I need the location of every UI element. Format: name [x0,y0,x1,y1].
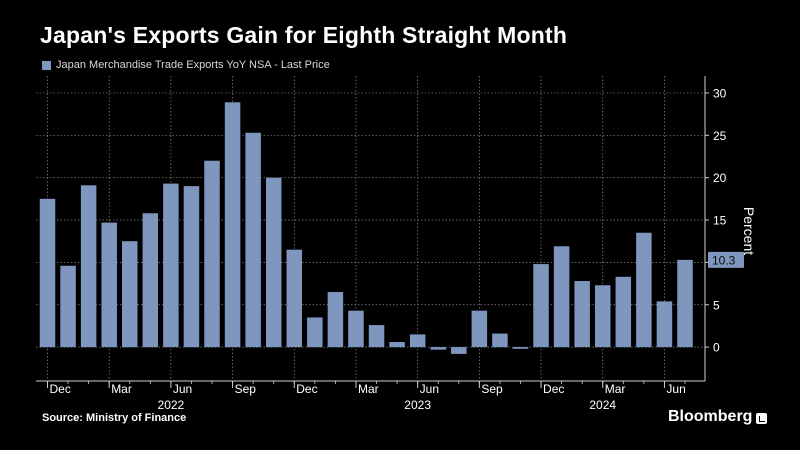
chart-title: Japan's Exports Gain for Eighth Straight… [40,22,568,48]
bar [368,325,385,348]
bar [348,310,364,348]
bar [307,317,323,348]
bar [636,232,652,348]
y-axis-title: Percent [741,207,757,255]
x-tick-label: Jun [173,382,192,396]
bar [142,213,159,348]
bar [224,102,241,348]
bar [204,160,220,348]
x-year-label: 2022 [158,398,185,412]
bar [122,241,138,348]
bar [574,281,590,348]
bar [60,265,76,348]
last-value-badge [708,251,744,268]
source-note: Source: Ministry of Finance [42,412,187,424]
bar [245,132,261,348]
bar [492,333,508,348]
x-year-label: 2023 [404,398,431,412]
bar [286,249,303,348]
x-tick-label: Jun [666,382,685,396]
x-tick-label: Jun [420,382,439,396]
legend-swatch [42,60,51,70]
bloomberg-mark-icon [756,412,768,424]
legend-label: Japan Merchandise Trade Exports YoY NSA … [56,59,330,71]
x-year-label: 2024 [589,398,616,412]
bar [80,185,97,348]
bar [327,292,344,348]
bar [553,246,570,348]
bar [512,347,529,349]
bar [39,198,56,348]
y-tick-label: 30 [713,86,727,100]
bar [656,301,673,348]
y-tick-label: 0 [713,341,720,355]
bar [101,222,117,348]
x-tick-label: Mar [605,382,626,396]
x-tick-label: Mar [111,382,132,396]
bar [471,310,488,348]
last-value-label: 10.3 [712,253,736,267]
bar [451,347,467,354]
x-tick-label: Dec [296,382,317,396]
brand-name: Bloomberg [668,408,753,425]
y-tick-label: 25 [713,129,727,143]
bar [163,183,179,348]
bar [430,347,446,350]
bar [533,264,549,348]
y-tick-label: 20 [713,171,727,185]
bar [615,276,632,348]
y-tick-label: 5 [713,298,720,312]
x-tick-label: Dec [50,382,71,396]
legend: Japan Merchandise Trade Exports YoY NSA … [42,59,330,71]
bar [389,342,405,348]
y-tick-label: 15 [713,214,727,228]
bar [409,334,426,348]
bar [677,259,693,348]
x-tick-label: Sep [481,382,503,396]
bar [265,177,282,348]
bar [183,186,200,348]
x-tick-label: Sep [235,382,257,396]
brand-logo: Bloomberg [668,408,768,426]
x-tick-label: Mar [358,382,379,396]
bar [594,285,611,348]
x-tick-label: Dec [543,382,564,396]
